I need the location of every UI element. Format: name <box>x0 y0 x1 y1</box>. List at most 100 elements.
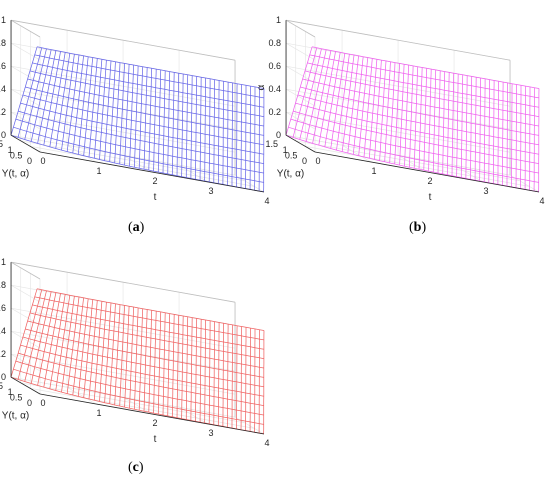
mesh-line-t <box>222 81 224 185</box>
mesh-line-t <box>157 311 162 415</box>
mesh-line-t <box>368 59 378 159</box>
alpha-tick-label: 0 <box>276 130 281 140</box>
mesh-line-t <box>236 83 238 187</box>
mesh-line-alpha <box>304 70 539 118</box>
alpha-tick-label: 0.6 <box>269 61 282 71</box>
mesh-line-t <box>30 49 52 142</box>
mesh-line-t <box>446 72 450 175</box>
alpha-tick-label: 0.4 <box>0 326 6 336</box>
mesh-line-t <box>162 312 166 416</box>
mesh-line-t <box>55 53 71 149</box>
mesh-line-t <box>474 77 477 181</box>
mesh-line-alpha <box>29 312 264 360</box>
mesh-line-t <box>171 72 175 175</box>
t-tick-label: 2 <box>427 176 432 186</box>
t-axis-label: t <box>429 192 432 203</box>
y-tick-label: 1 <box>8 387 13 397</box>
mesh-line-t <box>389 62 396 164</box>
mesh-line-t <box>451 73 455 176</box>
mesh-line-t <box>148 68 153 171</box>
mesh-line-t <box>176 73 180 176</box>
grid-line <box>285 65 316 84</box>
surface-mesh <box>10 46 265 193</box>
mesh-line-t <box>222 323 224 427</box>
grid-line <box>122 154 153 173</box>
y-tick-label: 0.5 <box>10 150 23 160</box>
panel-label-b-open: ( <box>409 220 414 235</box>
grid-line <box>10 353 41 372</box>
t-axis-label: t <box>154 434 157 445</box>
t-tick-label: 3 <box>483 186 488 196</box>
mesh-line-t <box>432 69 437 173</box>
mesh-line-alpha <box>20 102 264 155</box>
panel-label-a: (a) <box>128 220 144 236</box>
grid-line <box>10 307 236 349</box>
grid-line <box>20 140 245 182</box>
mesh-line-alpha <box>13 368 264 425</box>
y-tick-label: 0 <box>27 398 32 408</box>
box-edge <box>10 261 236 303</box>
t-tick-label: 4 <box>264 438 269 448</box>
mesh-line-t <box>336 54 350 151</box>
mesh-line-t <box>10 46 38 136</box>
mesh-line-t <box>318 51 336 146</box>
t-axis-line <box>314 151 540 193</box>
mesh-line-t <box>185 74 189 178</box>
mesh-line-t <box>99 302 107 402</box>
mesh-line-t <box>217 322 220 426</box>
mesh-line-t <box>305 49 327 142</box>
mesh-line-t <box>199 77 202 181</box>
panel-label-c-letter: c <box>132 460 139 475</box>
grid-line <box>295 140 520 182</box>
box-edge <box>10 19 41 38</box>
mesh-line-alpha <box>15 118 264 174</box>
mesh-line-t <box>240 84 242 188</box>
grid-line <box>30 146 255 187</box>
mesh-line-t <box>374 60 382 160</box>
mesh-line-t <box>157 69 162 173</box>
mesh-line-alpha <box>32 304 264 350</box>
t-tick-label: 1 <box>96 408 101 418</box>
grid-line <box>66 144 97 163</box>
t-tick-label: 0 <box>40 398 45 408</box>
panel-label-b: (b) <box>409 220 426 236</box>
alpha-tick-label: 0.4 <box>0 84 6 94</box>
grid-line <box>10 307 41 326</box>
mesh-line-t <box>83 299 94 398</box>
grid-line <box>66 386 97 405</box>
mesh-line-alpha <box>312 46 540 89</box>
mesh-line-alpha <box>22 336 264 388</box>
grid-line <box>285 88 316 107</box>
grid-line <box>10 284 41 303</box>
mesh-line-t <box>352 56 364 155</box>
y-tick-label: 1 <box>8 145 13 155</box>
mesh-line-t <box>470 76 473 180</box>
mesh-line-t <box>208 320 211 424</box>
mesh-line-t <box>404 64 409 167</box>
panel-label-c: (c) <box>128 460 144 476</box>
mesh-line-t <box>49 52 66 147</box>
mesh-line-t <box>17 47 43 138</box>
mesh-line-t <box>460 74 464 178</box>
mesh-line-alpha <box>32 62 264 108</box>
mesh-line-t <box>109 61 116 162</box>
mesh-line-alpha <box>293 110 539 164</box>
mesh-line-alpha <box>307 62 539 108</box>
mesh-line-alpha <box>295 102 539 155</box>
mesh-line-t <box>341 54 355 152</box>
t-tick-label: 4 <box>264 196 269 206</box>
mesh-line-t <box>66 54 80 152</box>
mesh-line-t <box>379 60 387 161</box>
alpha-tick-label: 0.2 <box>0 349 6 359</box>
y-axis-label: Y(t, α) <box>277 169 304 180</box>
mesh-line-t <box>190 317 193 421</box>
mesh-line-t <box>511 83 513 187</box>
mesh-line-t <box>240 326 242 430</box>
mesh-line-t <box>83 57 94 156</box>
mesh-line-t <box>227 324 229 428</box>
grid-line <box>10 65 41 84</box>
y-tick-label: 0 <box>27 156 32 166</box>
